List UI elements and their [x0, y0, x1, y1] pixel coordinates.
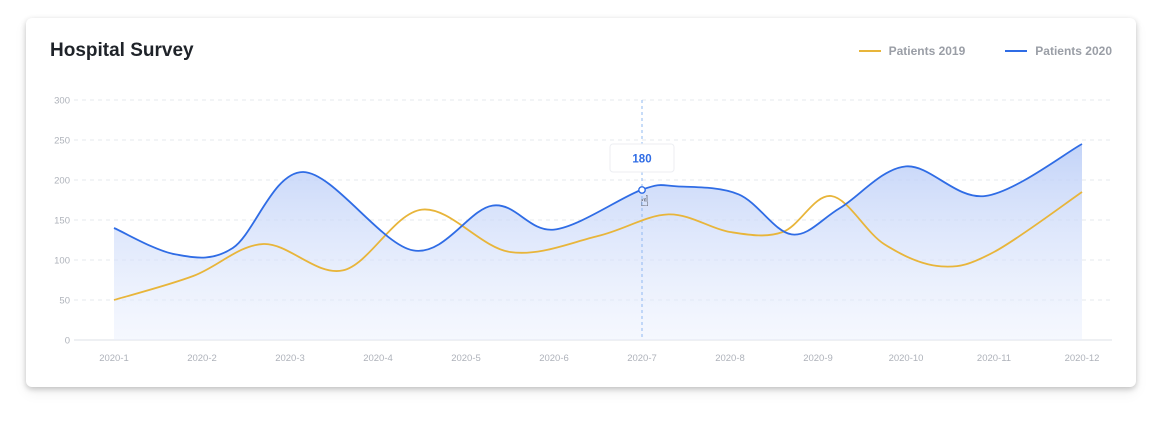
area-patients-2020 [114, 144, 1082, 340]
series-line-2019 [113, 191, 1083, 301]
x-tick-label: 2020-11 [977, 353, 1011, 364]
y-tick-label: 150 [54, 216, 70, 227]
x-tick-label: 2020-6 [539, 353, 569, 364]
x-tick-label: 2020-1 [99, 353, 129, 364]
series-line-2020 [113, 143, 1083, 259]
legend-label-2020: Patients 2020 [1035, 44, 1112, 58]
x-tick-label: 2020-9 [803, 353, 833, 364]
x-tick-label: 2020-2 [187, 353, 217, 364]
tooltip-box [609, 143, 675, 173]
legend-item-2019[interactable]: Patients 2019 [858, 44, 966, 58]
x-tick-label: 2020-4 [363, 353, 393, 364]
x-tick-label: 2020-5 [451, 353, 481, 364]
hover-point [638, 186, 646, 194]
legend-swatch-2020 [1005, 50, 1028, 52]
y-tick-label: 50 [59, 296, 70, 307]
y-tick-label: 100 [54, 256, 70, 267]
y-tick-label: 0 [65, 336, 70, 347]
x-tick-label: 2020-10 [889, 353, 924, 364]
x-tick-label: 2020-7 [627, 353, 657, 364]
legend-item-2020[interactable]: Patients 2020 [1005, 44, 1112, 58]
pointer-cursor-icon: ☝ [640, 193, 649, 210]
chart-title: Hospital Survey [50, 40, 194, 61]
y-tick-label: 250 [54, 136, 70, 147]
chart-legend: Patients 2019 Patients 2020 [858, 44, 1112, 58]
tooltip: 180 [609, 143, 675, 173]
y-tick-label: 200 [54, 176, 70, 187]
x-tick-label: 2020-3 [275, 353, 305, 364]
legend-label-2019: Patients 2019 [888, 44, 966, 58]
x-tick-label: 2020-12 [1065, 353, 1100, 364]
y-tick-label: 300 [54, 96, 70, 107]
tooltip-value: 180 [632, 154, 651, 166]
x-tick-label: 2020-8 [715, 353, 745, 364]
chart-plot[interactable]: 0 50 100 150 200 250 300 2020-1 2020-2 2020-3 2020… [26, 18, 1136, 387]
chart-card: Hospital Survey Patients 2019 Patients 2… [26, 18, 1136, 387]
legend-swatch-2019 [858, 50, 881, 52]
